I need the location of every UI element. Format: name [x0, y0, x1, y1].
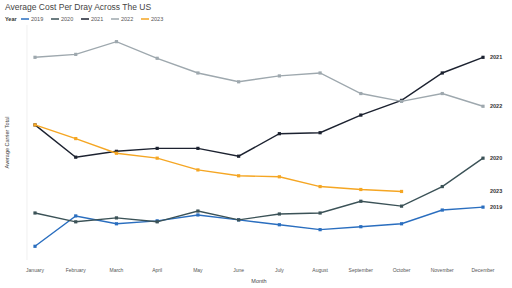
x-tick-label: July [275, 267, 284, 273]
end-label: 2023 [490, 188, 502, 194]
marker [318, 131, 321, 134]
marker [156, 157, 159, 160]
x-tick-label: May [193, 267, 203, 273]
marker [115, 40, 118, 43]
marker [156, 219, 159, 222]
marker [115, 216, 118, 219]
marker [237, 218, 240, 221]
chart: Average Cost Per Dray Across The US Year 2… [0, 0, 512, 288]
marker [481, 157, 484, 160]
marker [74, 137, 77, 140]
marker [33, 245, 36, 248]
marker [196, 168, 199, 171]
legend-swatch [111, 18, 119, 20]
legend-swatch [81, 18, 89, 20]
series-line [35, 207, 483, 246]
legend-swatch [51, 18, 59, 20]
x-axis-label: Month [251, 278, 266, 284]
legend-swatch [21, 18, 29, 20]
marker [196, 209, 199, 212]
legend-label: 2019 [31, 16, 43, 22]
marker [33, 123, 36, 126]
marker [318, 228, 321, 231]
marker [441, 208, 444, 211]
marker [156, 147, 159, 150]
x-tick-label: March [110, 267, 124, 273]
legend-label: 2021 [91, 16, 103, 22]
marker [481, 206, 484, 209]
marker [318, 211, 321, 214]
legend-swatch [141, 18, 149, 20]
marker [237, 155, 240, 158]
marker [278, 223, 281, 226]
marker [156, 220, 159, 223]
marker [74, 220, 77, 223]
marker [481, 105, 484, 108]
legend-label: 2020 [61, 16, 73, 22]
end-label: 2020 [490, 155, 502, 161]
marker [156, 57, 159, 60]
title: Average Cost Per Dray Across The US [5, 2, 151, 12]
marker [278, 212, 281, 215]
legend-title: Year [5, 16, 17, 22]
x-tick-label: October [393, 267, 411, 273]
marker [359, 200, 362, 203]
y-axis-label: Average Carrier Total [4, 117, 10, 169]
marker [237, 80, 240, 83]
series-line [35, 125, 402, 192]
marker [196, 213, 199, 216]
marker [318, 185, 321, 188]
marker [481, 56, 484, 59]
legend-label: 2022 [121, 16, 133, 22]
marker [115, 222, 118, 225]
marker [278, 175, 281, 178]
marker [196, 71, 199, 74]
marker [278, 74, 281, 77]
marker [359, 92, 362, 95]
marker [318, 71, 321, 74]
marker [400, 100, 403, 103]
x-tick-label: June [233, 267, 244, 273]
x-tick-label: December [471, 267, 494, 273]
marker [196, 147, 199, 150]
marker [441, 185, 444, 188]
marker [33, 123, 36, 126]
x-tick-label: August [312, 267, 328, 273]
x-tick-label: November [431, 267, 454, 273]
marker [74, 156, 77, 159]
marker [237, 218, 240, 221]
marker [74, 214, 77, 217]
marker [74, 53, 77, 56]
marker [237, 174, 240, 177]
marker [359, 225, 362, 228]
x-tick-label: September [349, 267, 374, 273]
legend-label: 2023 [151, 16, 163, 22]
marker [278, 132, 281, 135]
marker [359, 113, 362, 116]
marker [33, 211, 36, 214]
marker [400, 190, 403, 193]
marker [359, 188, 362, 191]
marker [400, 205, 403, 208]
y-axis-line [27, 25, 28, 260]
end-label: 2022 [490, 103, 502, 109]
marker [115, 152, 118, 155]
series-line [35, 42, 483, 107]
end-label: 2021 [490, 54, 502, 60]
x-tick-label: April [152, 267, 162, 273]
plot-area [33, 40, 484, 248]
series-line [35, 158, 483, 222]
marker [441, 92, 444, 95]
marker [400, 222, 403, 225]
x-tick-label: January [26, 267, 44, 273]
x-tick-label: February [66, 267, 87, 273]
marker [33, 56, 36, 59]
end-label: 2019 [490, 204, 502, 210]
marker [400, 99, 403, 102]
series-line [35, 57, 483, 157]
marker [441, 71, 444, 74]
